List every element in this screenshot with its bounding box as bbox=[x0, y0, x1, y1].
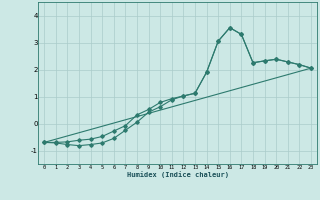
X-axis label: Humidex (Indice chaleur): Humidex (Indice chaleur) bbox=[127, 171, 228, 178]
